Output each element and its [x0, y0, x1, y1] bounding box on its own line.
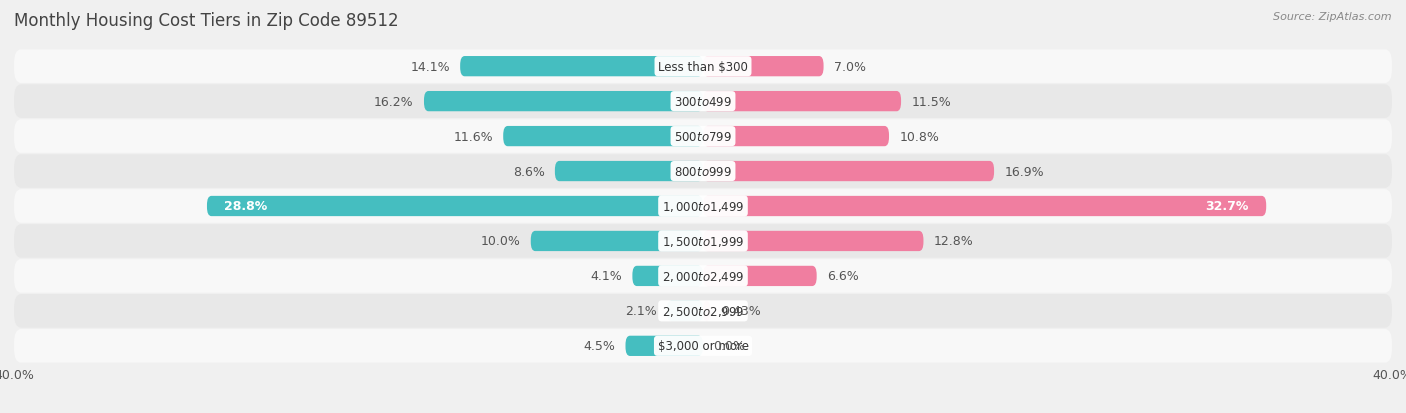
Text: 10.8%: 10.8% — [900, 130, 939, 143]
FancyBboxPatch shape — [633, 266, 703, 286]
Text: 7.0%: 7.0% — [834, 61, 866, 74]
FancyBboxPatch shape — [14, 85, 1392, 119]
Text: 28.8%: 28.8% — [224, 200, 267, 213]
Text: 12.8%: 12.8% — [934, 235, 973, 248]
FancyBboxPatch shape — [703, 57, 824, 77]
Text: 8.6%: 8.6% — [513, 165, 544, 178]
Text: $2,500 to $2,999: $2,500 to $2,999 — [662, 304, 744, 318]
FancyBboxPatch shape — [14, 294, 1392, 328]
Text: $300 to $499: $300 to $499 — [673, 95, 733, 108]
Text: $1,000 to $1,499: $1,000 to $1,499 — [662, 199, 744, 214]
FancyBboxPatch shape — [460, 57, 703, 77]
FancyBboxPatch shape — [503, 127, 703, 147]
Text: $2,000 to $2,499: $2,000 to $2,499 — [662, 269, 744, 283]
FancyBboxPatch shape — [14, 259, 1392, 293]
Text: 11.6%: 11.6% — [453, 130, 494, 143]
FancyBboxPatch shape — [207, 197, 703, 216]
Text: 6.6%: 6.6% — [827, 270, 859, 283]
FancyBboxPatch shape — [703, 197, 1267, 216]
Text: 14.1%: 14.1% — [411, 61, 450, 74]
Text: 10.0%: 10.0% — [481, 235, 520, 248]
FancyBboxPatch shape — [531, 231, 703, 252]
FancyBboxPatch shape — [14, 50, 1392, 84]
Text: 32.7%: 32.7% — [1205, 200, 1249, 213]
FancyBboxPatch shape — [555, 161, 703, 182]
Text: $500 to $799: $500 to $799 — [673, 130, 733, 143]
FancyBboxPatch shape — [666, 301, 703, 321]
Text: 11.5%: 11.5% — [911, 95, 950, 108]
Text: 0.43%: 0.43% — [721, 305, 761, 318]
Text: $1,500 to $1,999: $1,500 to $1,999 — [662, 235, 744, 248]
FancyBboxPatch shape — [703, 266, 817, 286]
FancyBboxPatch shape — [14, 155, 1392, 188]
FancyBboxPatch shape — [703, 301, 710, 321]
Text: 16.2%: 16.2% — [374, 95, 413, 108]
Text: Monthly Housing Cost Tiers in Zip Code 89512: Monthly Housing Cost Tiers in Zip Code 8… — [14, 12, 399, 30]
FancyBboxPatch shape — [703, 161, 994, 182]
Text: 2.1%: 2.1% — [624, 305, 657, 318]
Text: 4.1%: 4.1% — [591, 270, 621, 283]
Text: Less than $300: Less than $300 — [658, 61, 748, 74]
FancyBboxPatch shape — [703, 92, 901, 112]
FancyBboxPatch shape — [14, 329, 1392, 363]
FancyBboxPatch shape — [703, 127, 889, 147]
Text: $800 to $999: $800 to $999 — [673, 165, 733, 178]
FancyBboxPatch shape — [14, 120, 1392, 154]
FancyBboxPatch shape — [14, 190, 1392, 223]
Text: 16.9%: 16.9% — [1004, 165, 1045, 178]
Text: 4.5%: 4.5% — [583, 339, 616, 352]
Text: $3,000 or more: $3,000 or more — [658, 339, 748, 352]
FancyBboxPatch shape — [14, 225, 1392, 258]
FancyBboxPatch shape — [626, 336, 703, 356]
FancyBboxPatch shape — [703, 231, 924, 252]
FancyBboxPatch shape — [425, 92, 703, 112]
Text: Source: ZipAtlas.com: Source: ZipAtlas.com — [1274, 12, 1392, 22]
Text: 0.0%: 0.0% — [713, 339, 745, 352]
